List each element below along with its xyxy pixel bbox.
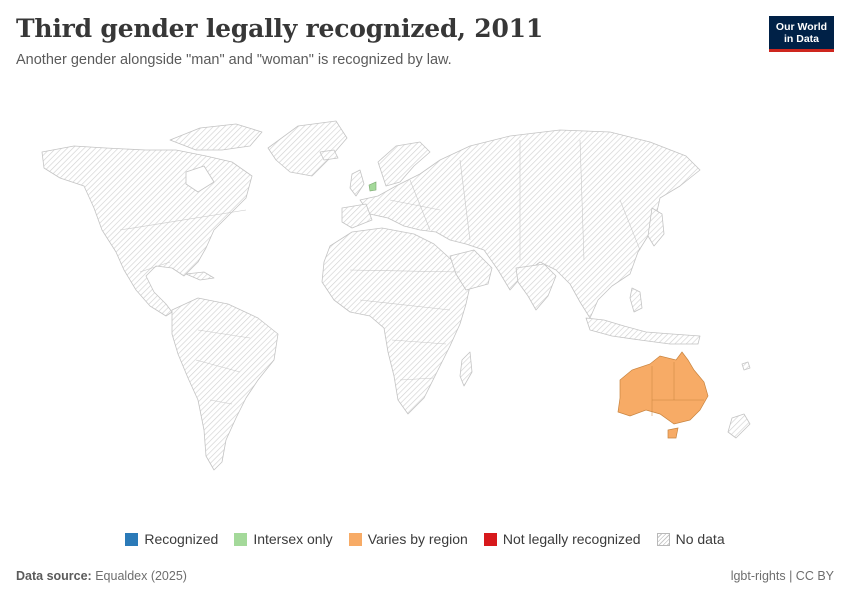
region-north-america[interactable] (41, 145, 253, 317)
region-indonesia[interactable] (585, 317, 701, 345)
region-eurasia[interactable] (359, 129, 701, 319)
region-pacific-islands (741, 361, 751, 371)
country-borders (119, 139, 641, 405)
license-link[interactable]: CC BY (795, 569, 834, 583)
data-source-label: Data source: (16, 569, 92, 583)
chart-title: Third gender legally recognized, 2011 (16, 14, 544, 43)
logo-line-1: Our World (775, 21, 828, 33)
region-greenland[interactable] (267, 120, 348, 177)
region-arabia[interactable] (449, 249, 493, 291)
region-caribbean[interactable] (185, 271, 215, 281)
topic-link[interactable]: lgbt-rights (730, 569, 786, 583)
legend-label-not-legally-recognized: Not legally recognized (502, 531, 641, 547)
footer-separator: | (789, 569, 793, 583)
map-legend: Recognized Intersex only Varies by regio… (0, 531, 850, 547)
region-philippines[interactable] (629, 287, 643, 313)
legend-item-no-data[interactable]: No data (656, 531, 725, 547)
legend-item-varies-by-region[interactable]: Varies by region (348, 531, 468, 547)
region-tasmania[interactable] (667, 427, 679, 439)
legend-label-no-data: No data (675, 531, 725, 547)
australia-state-borders (651, 362, 704, 416)
region-japan[interactable] (647, 207, 665, 247)
logo-line-2: in Data (783, 33, 819, 45)
legend-swatch-varies-by-region (348, 532, 362, 546)
data-source-link[interactable]: Equaldex (2025) (95, 569, 187, 583)
legend-swatch-intersex-only (234, 532, 248, 546)
legend-label-recognized: Recognized (144, 531, 219, 547)
legend-swatch-not-legally-recognized (483, 532, 497, 546)
region-africa[interactable] (321, 227, 471, 415)
region-scandinavia[interactable] (377, 141, 431, 187)
region-arctic-islands[interactable] (169, 123, 263, 151)
region-iberia[interactable] (341, 203, 373, 229)
legend-swatch-no-data (656, 532, 670, 546)
region-australia[interactable] (617, 351, 709, 425)
chart-subtitle: Another gender alongside "man" and "woma… (16, 52, 452, 68)
legend-label-intersex-only: Intersex only (253, 531, 333, 547)
region-new-zealand[interactable] (727, 413, 751, 439)
region-netherlands[interactable] (368, 181, 377, 192)
legend-swatch-recognized (125, 532, 139, 546)
region-madagascar[interactable] (459, 351, 473, 387)
data-source: Data source: Equaldex (2025) (16, 569, 187, 583)
legend-item-not-legally-recognized[interactable]: Not legally recognized (483, 531, 641, 547)
region-iceland[interactable] (319, 149, 339, 161)
region-uk[interactable] (349, 169, 365, 197)
footer-license: lgbt-rights | CC BY (731, 569, 834, 583)
legend-item-recognized[interactable]: Recognized (125, 531, 218, 547)
legend-label-varies-by-region: Varies by region (367, 531, 468, 547)
region-south-america[interactable] (171, 297, 279, 471)
region-hudson-bay (185, 165, 215, 193)
legend-item-intersex-only[interactable]: Intersex only (234, 531, 333, 547)
world-map (41, 120, 751, 471)
region-india[interactable] (515, 263, 557, 311)
owid-logo[interactable]: Our World in Data (769, 16, 834, 52)
